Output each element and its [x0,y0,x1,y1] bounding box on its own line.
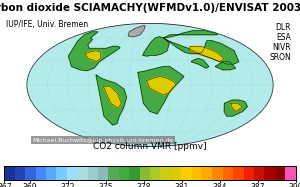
Text: 367: 367 [0,183,12,187]
Polygon shape [163,31,218,38]
Text: 387: 387 [250,183,265,187]
Text: CO2 column VMR [ppmv]: CO2 column VMR [ppmv] [93,142,207,151]
Bar [36,166,46,180]
Text: ESA: ESA [276,33,291,42]
Text: DLR: DLR [275,23,291,32]
Bar [181,166,192,180]
Bar [160,166,171,180]
Polygon shape [96,75,127,125]
Bar [192,166,203,180]
Polygon shape [68,32,120,71]
Text: 369: 369 [22,183,37,187]
Text: 378: 378 [136,183,151,187]
Polygon shape [128,26,145,37]
Bar [150,166,161,180]
Bar [202,166,213,180]
Polygon shape [143,37,169,56]
Polygon shape [224,100,247,116]
Polygon shape [190,46,224,62]
Polygon shape [85,51,101,62]
Bar [119,166,130,180]
Polygon shape [163,38,239,64]
Text: 372: 372 [61,183,75,187]
Bar [264,166,275,180]
Text: Carbon dioxide SCIAMACHY(WFMDv1.0)/ENVISAT 2003 01: Carbon dioxide SCIAMACHY(WFMDv1.0)/ENVIS… [0,3,300,13]
Text: 384: 384 [212,183,227,187]
Polygon shape [138,67,184,114]
Polygon shape [215,62,236,70]
Bar [88,166,99,180]
Bar [285,166,296,180]
Text: Michael.Buchwitz@iup.physik.uni-bremen.de: Michael.Buchwitz@iup.physik.uni-bremen.d… [32,138,174,142]
Text: 381: 381 [174,183,189,187]
Text: SRON: SRON [269,53,291,62]
Text: NIVR: NIVR [272,43,291,52]
Bar [233,166,244,180]
Bar [108,166,119,180]
Bar [223,166,234,180]
Bar [46,166,57,180]
Bar [275,166,286,180]
Bar [77,166,88,180]
Polygon shape [231,103,242,111]
Bar [129,166,140,180]
Polygon shape [191,59,209,68]
Text: IUP/IFE, Univ. Bremen: IUP/IFE, Univ. Bremen [6,20,88,29]
Bar [4,166,296,180]
Bar [98,166,109,180]
Text: 375: 375 [98,183,113,187]
Polygon shape [147,76,176,95]
Bar [67,166,78,180]
Bar [25,166,36,180]
Bar [15,166,26,180]
Bar [56,166,68,180]
Bar [212,166,224,180]
Bar [4,166,16,180]
Bar [140,166,151,180]
Polygon shape [103,87,121,108]
Bar [254,166,265,180]
Bar [171,166,182,180]
Ellipse shape [27,23,273,147]
Text: 390: 390 [288,183,300,187]
Bar [244,166,254,180]
